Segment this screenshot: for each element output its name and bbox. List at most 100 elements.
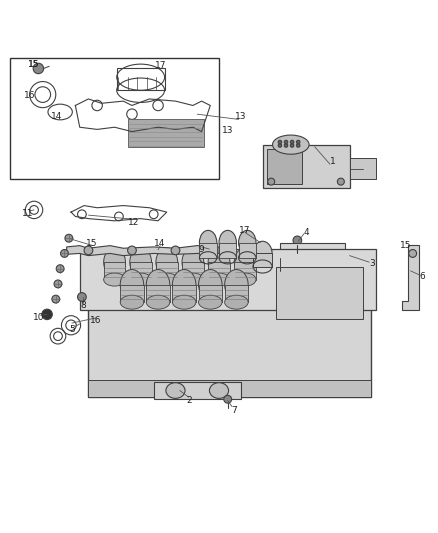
- Ellipse shape: [156, 248, 178, 277]
- Bar: [173, 285, 196, 302]
- Text: 4: 4: [303, 228, 309, 237]
- Bar: [182, 262, 204, 279]
- Circle shape: [278, 140, 282, 144]
- Text: 11: 11: [22, 209, 33, 218]
- Bar: [276, 266, 363, 319]
- Text: 6: 6: [420, 272, 426, 281]
- Circle shape: [332, 254, 341, 262]
- Circle shape: [290, 144, 294, 147]
- Circle shape: [282, 254, 291, 262]
- Circle shape: [290, 140, 294, 144]
- Bar: [267, 149, 302, 184]
- Ellipse shape: [173, 295, 196, 309]
- Circle shape: [60, 249, 68, 257]
- Ellipse shape: [234, 273, 256, 286]
- Ellipse shape: [199, 230, 217, 255]
- Ellipse shape: [104, 248, 125, 277]
- Ellipse shape: [182, 248, 204, 277]
- Circle shape: [297, 144, 300, 147]
- Ellipse shape: [146, 295, 170, 309]
- Text: 14: 14: [51, 112, 63, 121]
- Ellipse shape: [120, 295, 144, 309]
- Bar: [146, 285, 170, 302]
- Circle shape: [409, 249, 417, 257]
- Text: 13: 13: [235, 112, 247, 121]
- Ellipse shape: [272, 135, 309, 154]
- Circle shape: [42, 309, 52, 320]
- Ellipse shape: [219, 230, 237, 255]
- Bar: [80, 249, 376, 310]
- Circle shape: [284, 140, 288, 144]
- Ellipse shape: [225, 295, 248, 309]
- Circle shape: [293, 236, 302, 245]
- Bar: [10, 58, 219, 180]
- Bar: [239, 243, 256, 258]
- Ellipse shape: [146, 270, 170, 300]
- Bar: [253, 254, 272, 266]
- Text: 16: 16: [90, 316, 101, 325]
- Ellipse shape: [198, 295, 222, 309]
- Circle shape: [268, 178, 275, 185]
- Circle shape: [337, 178, 344, 185]
- Circle shape: [284, 144, 288, 147]
- Ellipse shape: [120, 270, 144, 300]
- Bar: [198, 285, 222, 302]
- Text: 8: 8: [80, 301, 86, 310]
- Bar: [350, 158, 376, 180]
- Bar: [117, 68, 165, 90]
- Text: 12: 12: [128, 217, 140, 227]
- Text: 17: 17: [239, 226, 250, 235]
- Text: 15: 15: [28, 60, 40, 69]
- Bar: [262, 144, 350, 188]
- Bar: [120, 285, 144, 302]
- Ellipse shape: [239, 230, 256, 255]
- Text: 15: 15: [86, 239, 98, 248]
- Circle shape: [33, 63, 44, 74]
- Bar: [127, 118, 204, 147]
- Bar: [208, 262, 230, 279]
- Bar: [280, 243, 345, 271]
- Ellipse shape: [225, 270, 248, 300]
- Ellipse shape: [130, 248, 152, 277]
- Circle shape: [278, 144, 282, 147]
- Ellipse shape: [208, 248, 230, 277]
- Ellipse shape: [209, 383, 229, 398]
- Text: 3: 3: [369, 259, 375, 268]
- Polygon shape: [402, 245, 419, 310]
- Bar: [154, 382, 241, 399]
- Circle shape: [78, 293, 86, 301]
- Text: 17: 17: [155, 61, 166, 70]
- Circle shape: [56, 265, 64, 272]
- Circle shape: [171, 246, 180, 255]
- Circle shape: [224, 395, 232, 403]
- Circle shape: [52, 295, 60, 303]
- Ellipse shape: [198, 270, 222, 300]
- Polygon shape: [67, 246, 219, 256]
- Ellipse shape: [253, 241, 272, 265]
- Ellipse shape: [234, 248, 256, 277]
- Ellipse shape: [166, 383, 185, 398]
- Text: 15: 15: [400, 241, 412, 250]
- Circle shape: [54, 280, 62, 288]
- Bar: [234, 262, 256, 279]
- Ellipse shape: [156, 273, 178, 286]
- Text: 14: 14: [154, 239, 165, 248]
- Text: 5: 5: [69, 325, 75, 334]
- Bar: [225, 285, 248, 302]
- Bar: [219, 243, 237, 258]
- Circle shape: [65, 235, 73, 242]
- Text: 1: 1: [330, 157, 336, 166]
- Ellipse shape: [130, 273, 152, 286]
- Text: 9: 9: [199, 245, 205, 254]
- Bar: [156, 262, 178, 279]
- Text: 2: 2: [187, 395, 192, 405]
- Ellipse shape: [182, 273, 204, 286]
- Bar: [88, 379, 371, 397]
- Circle shape: [84, 246, 93, 255]
- Ellipse shape: [173, 270, 196, 300]
- Text: 7: 7: [231, 406, 237, 415]
- Bar: [130, 262, 152, 279]
- Bar: [199, 243, 217, 258]
- Text: 10: 10: [33, 313, 45, 322]
- Circle shape: [127, 246, 136, 255]
